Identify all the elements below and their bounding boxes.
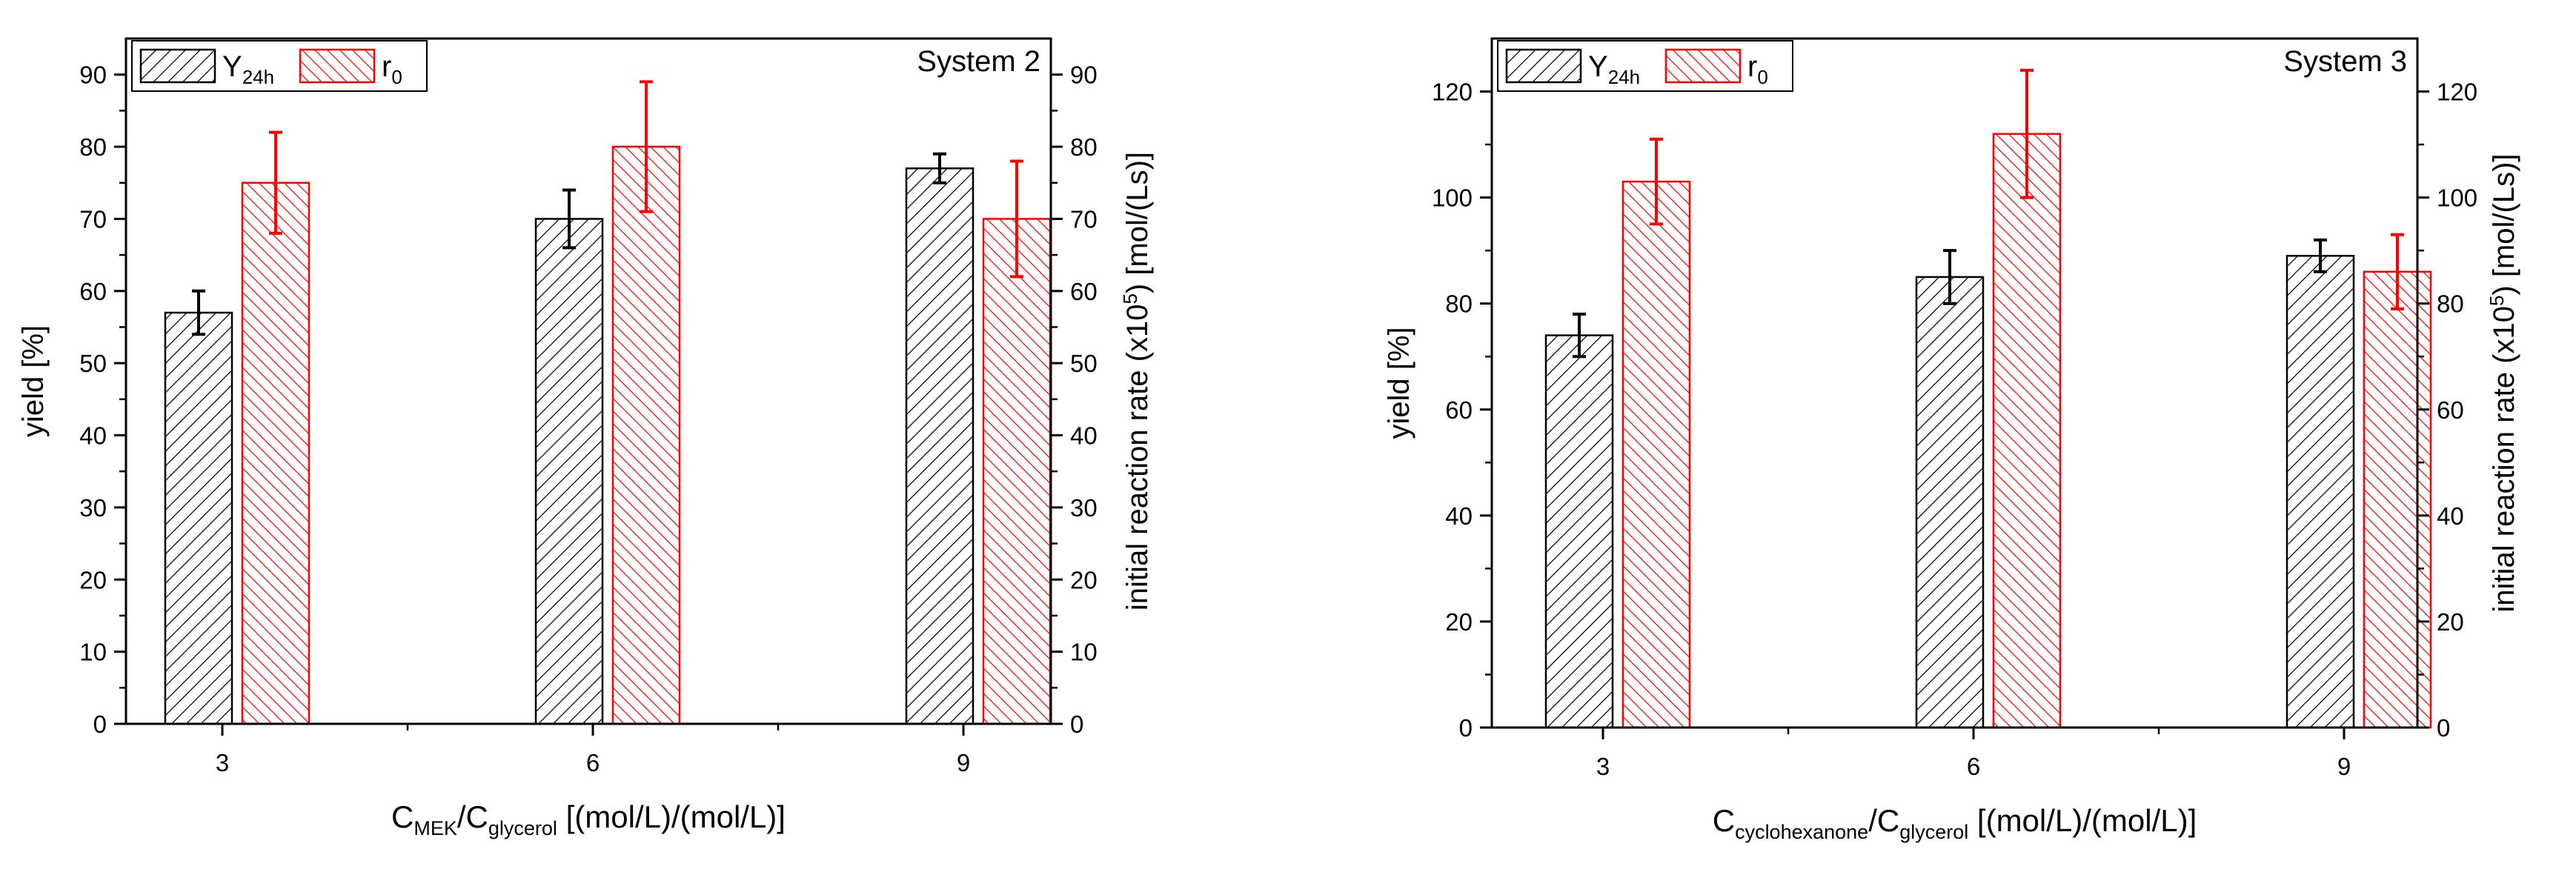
panel-label: System 2 — [917, 45, 1040, 78]
y-left-axis-title: yield [%] — [1383, 327, 1415, 439]
y-right-tick-label: 50 — [1070, 350, 1098, 377]
y-right-tick-label: 40 — [1070, 422, 1098, 450]
error-bar-rate-3 — [269, 130, 282, 235]
y-left-tick-label: 0 — [1459, 714, 1473, 742]
error-bar-yield-3 — [192, 289, 205, 336]
legend-label-yield: Y24h — [1588, 50, 1640, 88]
y-left-tick-label: 100 — [1432, 184, 1473, 212]
y-left-tick-label: 30 — [79, 494, 107, 522]
bar-rate-9 — [982, 218, 1052, 725]
y-right-tick-label: 0 — [1070, 710, 1083, 738]
bar-rate-3 — [1621, 180, 1691, 729]
plot-frame — [1490, 37, 2419, 729]
error-bar-yield-3 — [1573, 313, 1586, 359]
bar-yield-6 — [534, 218, 604, 725]
legend: Y24h r0 — [131, 40, 428, 92]
error-bar-yield-9 — [2314, 238, 2327, 273]
y-left-tick-label: 60 — [79, 278, 107, 305]
y-right-tick-label: 20 — [2437, 608, 2464, 636]
bar-yield-3 — [1544, 334, 1614, 729]
x-axis-title: Ccyclohexanone/Cglycerol [(mol/L)/(mol/L… — [1713, 803, 2197, 843]
bar-yield-6 — [1915, 276, 1985, 729]
y-right-tick-label: 60 — [2437, 396, 2464, 424]
error-bar-yield-6 — [562, 188, 576, 250]
y-left-tick-label: 80 — [79, 133, 107, 161]
chart-panel-system-3: 0 0 20 20 40 40 60 60 80 80 100 100 120 120 3 6 9 Ccycloh… — [1383, 37, 2520, 843]
x-tick-label: 6 — [586, 749, 600, 776]
bar-rate-6 — [1992, 133, 2062, 729]
panel-label: System 3 — [2283, 45, 2407, 78]
bar-rate-6 — [611, 145, 681, 725]
y-left-tick-label: 70 — [79, 205, 107, 233]
error-bar-yield-9 — [933, 152, 946, 184]
y-left-tick-label: 80 — [1445, 290, 1473, 318]
y-right-tick-label: 20 — [1070, 566, 1098, 593]
error-bar-yield-6 — [1943, 249, 1956, 305]
y-right-tick-label: 80 — [1070, 133, 1098, 161]
y-right-tick-label: 120 — [2437, 79, 2477, 106]
y-right-tick-label: 80 — [2437, 290, 2464, 318]
error-bar-rate-3 — [1650, 137, 1663, 226]
x-tick-label: 9 — [2337, 753, 2351, 780]
error-bar-rate-6 — [2020, 68, 2034, 199]
y-left-tick-label: 20 — [79, 566, 107, 593]
y-left-tick-label: 0 — [93, 710, 107, 738]
y-right-tick-label: 30 — [1070, 494, 1098, 522]
error-bar-rate-9 — [1010, 159, 1023, 279]
legend-swatch-rate — [299, 48, 376, 84]
error-bar-rate-9 — [2391, 233, 2404, 310]
y-right-tick-label: 70 — [1070, 205, 1098, 233]
y-left-tick-label: 120 — [1432, 79, 1473, 106]
legend-label-rate: r0 — [1747, 50, 1768, 88]
y-left-tick-label: 40 — [1445, 502, 1473, 530]
y-right-tick-label: 100 — [2437, 184, 2477, 212]
y-right-axis-title: initial reaction rate (x105) [mol/(Ls)] — [2486, 153, 2520, 612]
y-left-axis-title: yield [%] — [17, 325, 50, 437]
legend-label-yield: Y24h — [222, 50, 274, 88]
y-left-tick-label: 10 — [79, 639, 107, 666]
y-right-tick-label: 0 — [2437, 714, 2450, 742]
x-tick-label: 9 — [957, 749, 970, 776]
y-right-tick-label: 10 — [1070, 639, 1098, 666]
legend-swatch-yield — [1505, 48, 1582, 84]
plot-frame — [125, 37, 1052, 725]
bar-yield-3 — [164, 311, 233, 725]
y-left-tick-label: 90 — [79, 61, 107, 89]
x-tick-label: 3 — [216, 749, 229, 776]
x-tick-label: 3 — [1596, 753, 1610, 780]
legend-swatch-yield — [139, 48, 216, 84]
bar-yield-9 — [2285, 255, 2355, 729]
bar-rate-9 — [2363, 270, 2432, 729]
bar-yield-9 — [905, 167, 975, 725]
y-left-tick-label: 50 — [79, 350, 107, 377]
legend-label-rate: r0 — [382, 50, 402, 88]
bar-rate-3 — [241, 182, 311, 725]
y-right-tick-label: 40 — [2437, 502, 2464, 530]
x-axis-title: CMEK/Cglycerol [(mol/L)/(mol/L)] — [391, 799, 786, 839]
y-right-tick-label: 60 — [1070, 278, 1098, 305]
y-right-axis-title: initial reaction rate (x105) [mol/(Ls)] — [1119, 152, 1154, 610]
chart-panel-system-2: 0 0 10 10 20 20 30 30 40 40 50 50 60 60 70 70 80 80 90 90 3 6… — [17, 37, 1154, 839]
y-left-tick-label: 60 — [1445, 396, 1473, 424]
legend: Y24h r0 — [1497, 40, 1793, 92]
y-left-tick-label: 40 — [79, 422, 107, 450]
y-left-tick-label: 20 — [1445, 608, 1473, 636]
error-bar-rate-6 — [640, 80, 653, 213]
x-tick-label: 6 — [1967, 753, 1980, 780]
legend-swatch-rate — [1664, 48, 1742, 84]
y-right-tick-label: 90 — [1070, 61, 1098, 89]
